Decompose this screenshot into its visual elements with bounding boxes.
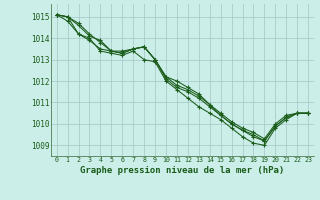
X-axis label: Graphe pression niveau de la mer (hPa): Graphe pression niveau de la mer (hPa) [80,166,284,175]
